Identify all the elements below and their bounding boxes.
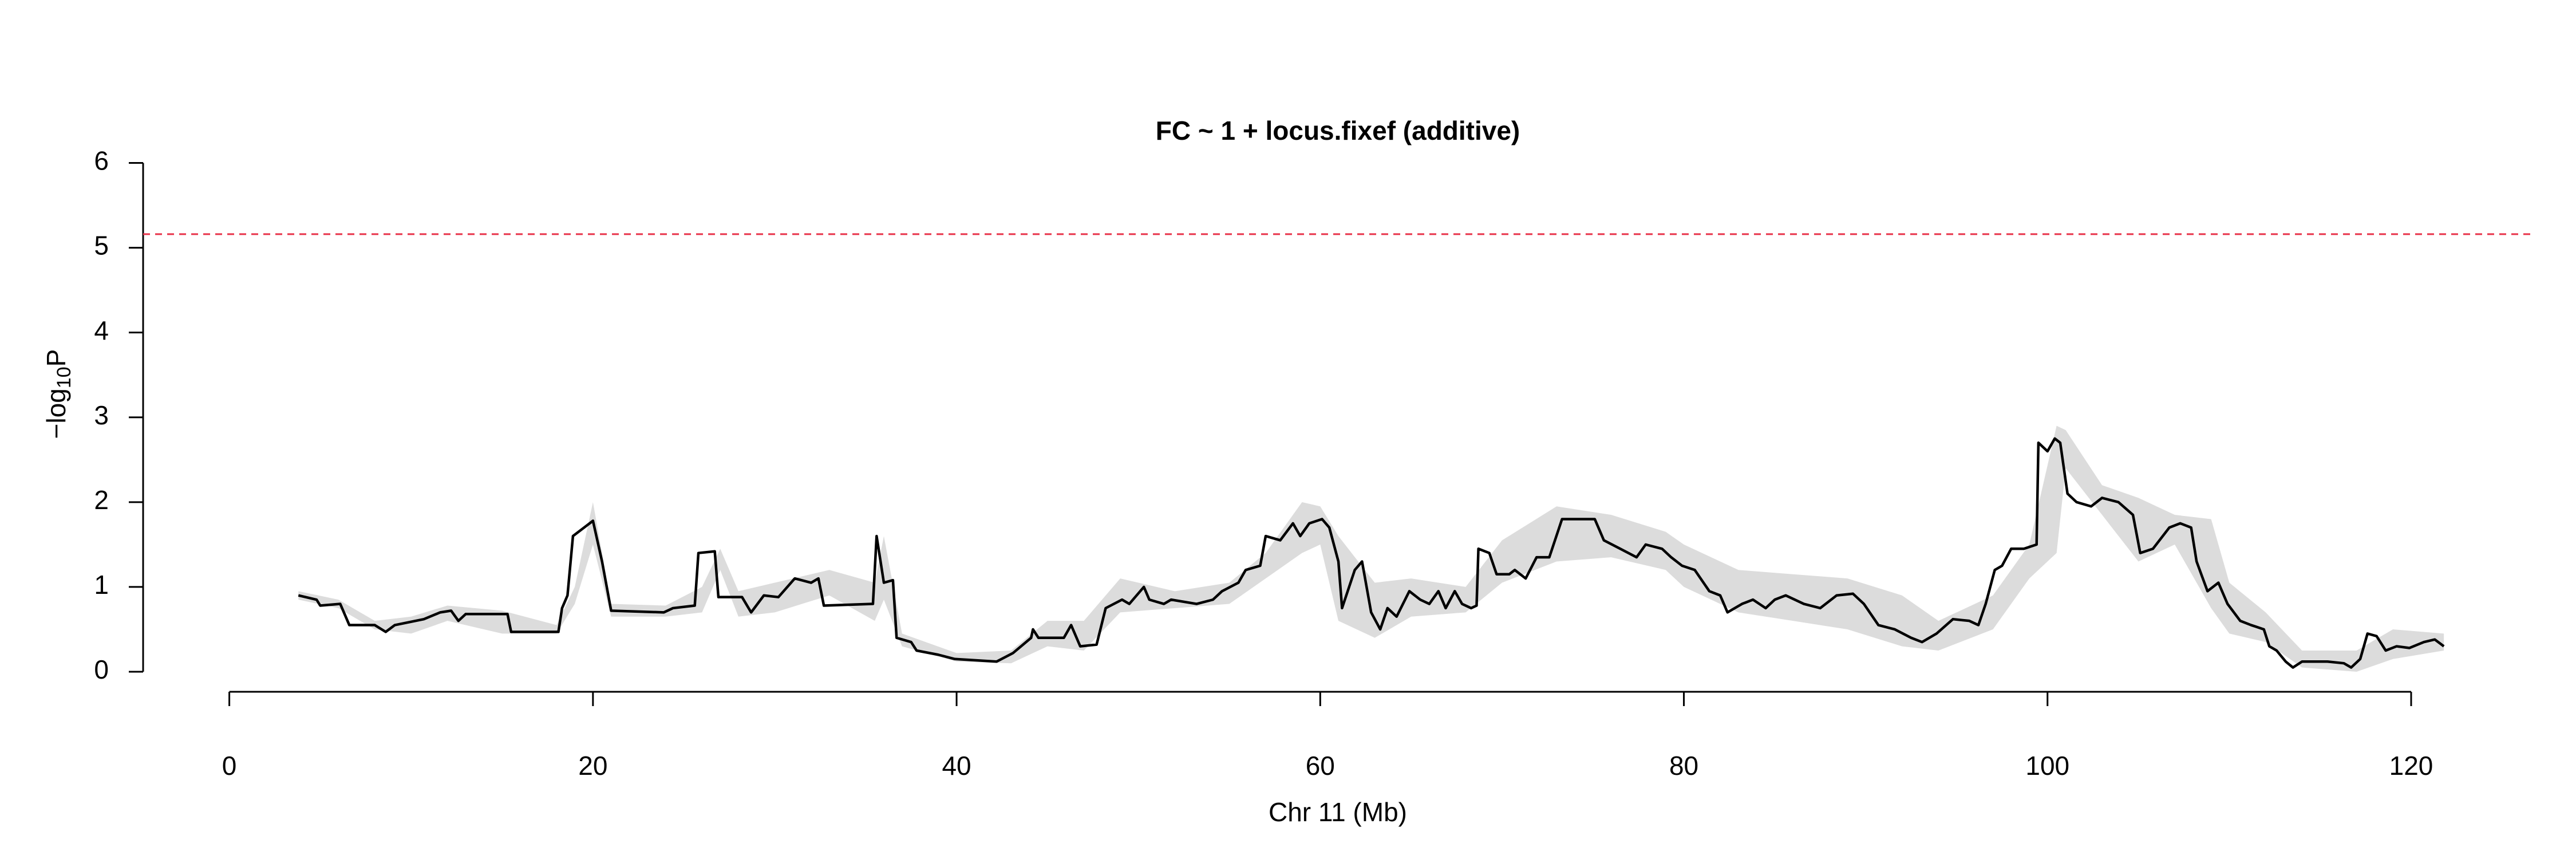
lod-line	[298, 437, 2445, 669]
y-tick-label: 0	[94, 655, 109, 684]
y-label-suffix: P	[41, 349, 71, 367]
x-tick-label: 0	[222, 751, 237, 781]
y-tick-label: 2	[94, 485, 109, 515]
y-tick-label: 1	[94, 570, 109, 600]
x-tick-label: 60	[1306, 751, 1335, 781]
confidence-band	[298, 425, 2444, 672]
chart-title: FC ~ 1 + locus.fixef (additive)	[1156, 116, 1520, 145]
x-tick-label: 40	[942, 751, 971, 781]
x-tick-label: 20	[578, 751, 607, 781]
y-label-main: −log	[41, 388, 71, 439]
y-tick-label: 6	[94, 146, 109, 176]
y-tick-label: 5	[94, 231, 109, 261]
x-tick-label: 100	[2025, 751, 2069, 781]
y-label-sub: 10	[53, 367, 75, 388]
y-tick-label: 4	[94, 316, 109, 345]
x-axis-label: Chr 11 (Mb)	[1269, 797, 1407, 827]
y-axis-label: −log10P	[41, 349, 75, 439]
x-tick-label: 120	[2389, 751, 2433, 781]
x-tick-label: 80	[1669, 751, 1698, 781]
y-tick-label: 3	[94, 400, 109, 430]
